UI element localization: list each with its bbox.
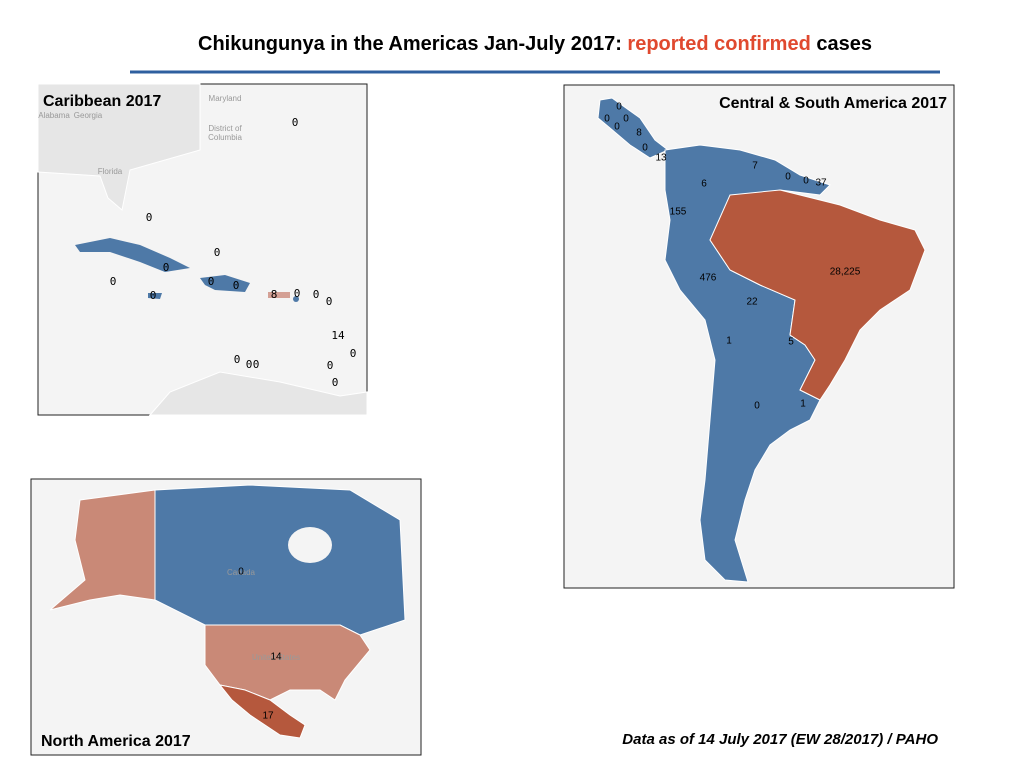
brazil <box>709 189 926 401</box>
caribbean-map: Caribbean 2017 <box>37 83 368 416</box>
land <box>148 371 368 416</box>
island <box>293 296 299 302</box>
panel-title: Central & South America 2017 <box>719 95 947 112</box>
place-label: Columbia <box>208 133 242 142</box>
case-count: 5 <box>788 337 794 348</box>
title-prefix: Chikungunya in the Americas Jan-July 201… <box>198 33 622 55</box>
case-count: 0 <box>327 359 334 372</box>
case-count: 0 <box>785 172 791 183</box>
case-count: 0 <box>604 114 610 125</box>
case-count: 0 <box>332 376 339 389</box>
case-count: 1 <box>800 399 806 410</box>
place-label: Alabama <box>38 111 70 120</box>
hispaniola <box>200 275 250 292</box>
case-count: 14 <box>270 652 282 663</box>
case-count: 0 <box>150 289 157 302</box>
case-count: 28,225 <box>830 267 861 278</box>
puerto-rico <box>268 292 290 298</box>
case-count: 0 <box>146 211 153 224</box>
case-count: 0 <box>294 287 301 300</box>
case-count: 8 <box>271 288 278 301</box>
case-count: 0 <box>614 122 620 133</box>
title-suffix: cases <box>816 33 872 55</box>
footnote: Data as of 14 July 2017 (EW 28/2017) / P… <box>622 731 938 748</box>
central-america <box>597 97 669 159</box>
case-count: 14 <box>331 329 345 342</box>
case-count: 22 <box>746 297 758 308</box>
case-count: 0 <box>110 275 117 288</box>
case-count: 0 <box>350 347 357 360</box>
case-count: 7 <box>752 161 758 172</box>
case-count: 0 <box>208 275 215 288</box>
canada <box>154 484 406 636</box>
panel-title: Caribbean 2017 <box>43 93 161 110</box>
case-count: 476 <box>700 273 717 284</box>
place-label: Canada <box>227 568 256 577</box>
cuba <box>75 238 190 272</box>
case-count: 1 <box>726 336 732 347</box>
land <box>37 83 201 211</box>
case-count: 0 <box>642 143 648 154</box>
case-count: 0 <box>214 246 221 259</box>
south-america-map: Central & South America 2017 <box>563 84 955 589</box>
mexico <box>218 684 306 739</box>
case-count: 0 <box>253 358 260 371</box>
place-label: Maryland <box>209 94 242 103</box>
place-label: Georgia <box>74 111 103 120</box>
place-label: United States <box>252 653 300 662</box>
case-count: 8 <box>636 128 642 139</box>
case-count: 0 <box>233 279 240 292</box>
case-count: 0 <box>246 358 253 371</box>
place-label: District of <box>208 124 242 133</box>
case-count: 6 <box>701 179 707 190</box>
case-count: 0 <box>616 102 622 113</box>
panel-title: North America 2017 <box>41 733 191 750</box>
case-count: 0 <box>623 114 629 125</box>
jamaica <box>148 293 162 299</box>
hudson-bay <box>288 527 332 563</box>
case-count: 0 <box>238 567 244 578</box>
case-count: 17 <box>262 711 274 722</box>
case-count: 0 <box>292 116 299 129</box>
case-count: 0 <box>163 261 170 274</box>
case-count: 0 <box>313 288 320 301</box>
case-count: 0 <box>754 401 760 412</box>
north-america-map: North America 2017 <box>30 478 422 756</box>
south-america <box>664 144 831 583</box>
case-count: 37 <box>815 178 827 189</box>
place-label: Florida <box>98 167 123 176</box>
case-count: 155 <box>670 207 687 218</box>
case-count: 13 <box>655 153 667 164</box>
case-count: 0 <box>234 353 241 366</box>
case-count: 0 <box>803 176 809 187</box>
case-count: 0 <box>326 295 333 308</box>
title-highlight: reported confirmed <box>627 33 810 55</box>
slide-title: Chikungunya in the Americas Jan-July 201… <box>198 33 872 55</box>
